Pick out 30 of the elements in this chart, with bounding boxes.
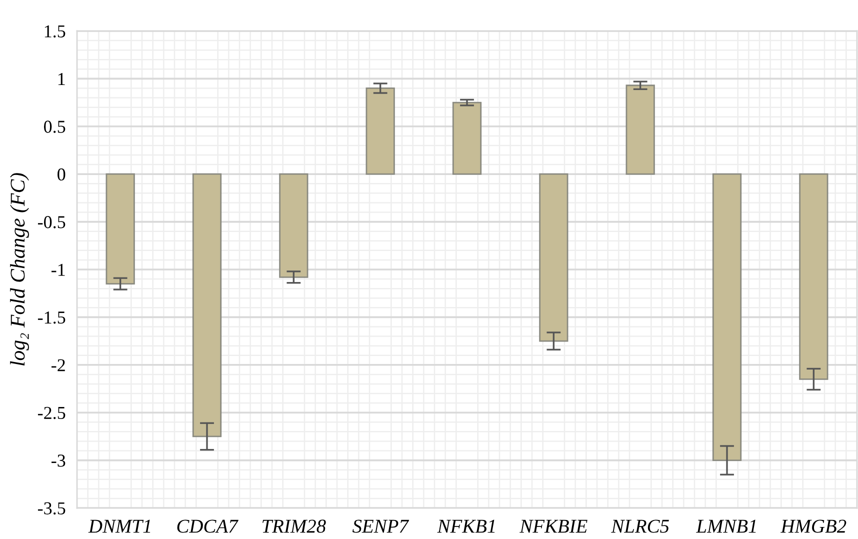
y-tick-label: 1.5 [44, 25, 66, 38]
y-tick-label: -3 [52, 454, 66, 467]
bar [279, 173, 308, 278]
y-tick-label: -3.5 [38, 502, 66, 515]
bar [192, 173, 222, 438]
y-tick-label: -1.5 [38, 312, 66, 324]
y-tick-label: 0.5 [44, 120, 66, 133]
x-tick-label: HMGB2 [780, 520, 846, 533]
y-tick-label: -1 [52, 264, 65, 276]
x-tick-label: TRIM28 [262, 520, 326, 533]
x-tick-label: CDCA7 [177, 520, 238, 533]
x-tick-label: DNMT1 [88, 520, 150, 533]
y-tick-label: -0.5 [38, 216, 66, 228]
y-tick-label: 1 [58, 73, 65, 85]
x-tick-label: NFKBIE [520, 520, 588, 533]
bar [106, 173, 135, 285]
bar [799, 173, 828, 380]
bar [626, 84, 655, 175]
x-tick-label: LMNB1 [696, 520, 756, 533]
bar [366, 88, 395, 175]
y-axis-title: log₂ Fold Change (FC) [10, 173, 29, 366]
bar [712, 173, 742, 461]
bar [452, 102, 482, 175]
x-tick-label: NLRC5 [611, 520, 669, 533]
y-tick-label: 0 [58, 168, 66, 181]
x-tick-label: SENP7 [352, 520, 410, 533]
y-tick-label: -2.5 [38, 406, 66, 420]
bar [539, 173, 568, 342]
y-tick-label: -2 [52, 359, 65, 372]
x-tick-label: NFKB1 [437, 520, 495, 533]
